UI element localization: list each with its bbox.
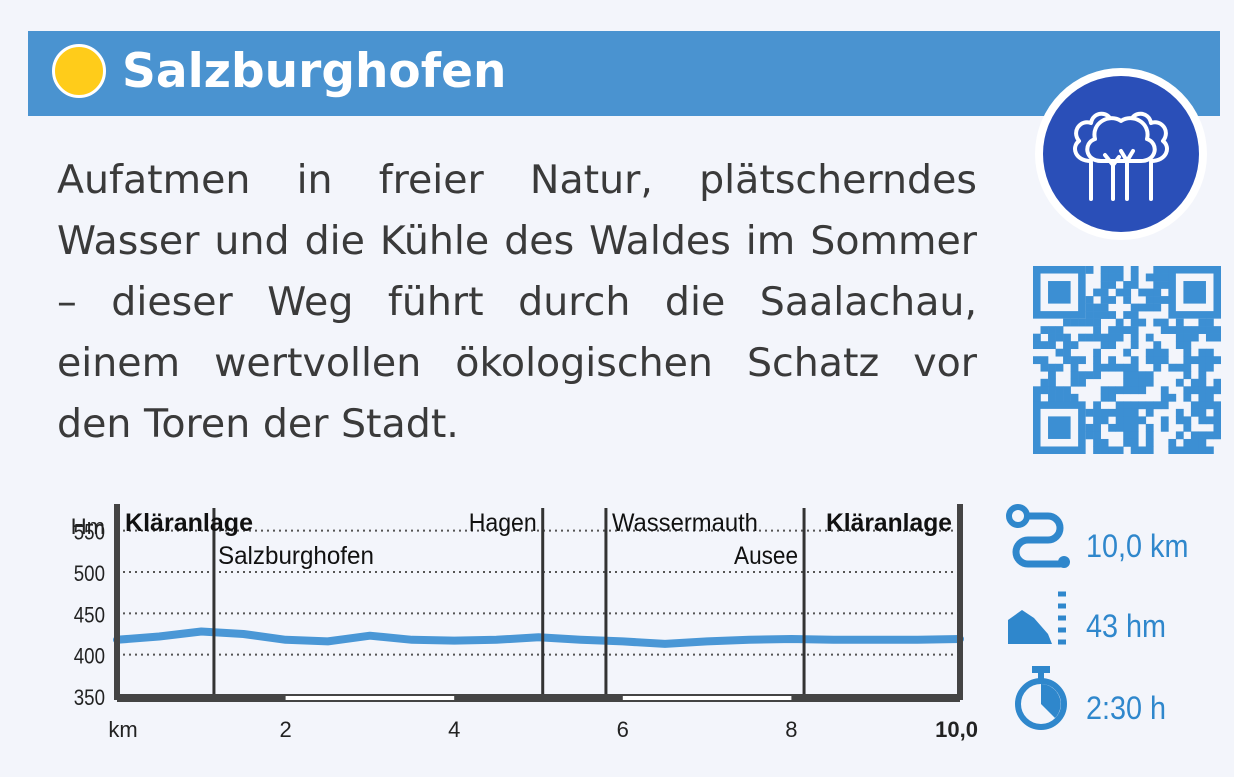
y-axis-label: Hm (71, 514, 105, 539)
start-label: Kläranlage (125, 509, 253, 537)
x-axis-label: km (108, 717, 137, 742)
stopwatch-icon (1015, 666, 1067, 730)
y-tick-label: 500 (74, 563, 105, 587)
elevation-profile-line (113, 627, 964, 648)
duration-value: 2:30 h (1086, 690, 1167, 726)
y-tick-label: 550 (74, 521, 105, 545)
forest-trees-icon (1073, 111, 1169, 201)
end-label: Kläranlage (826, 509, 952, 537)
km-segment (622, 696, 792, 700)
waypoint-label: Hagen (469, 509, 537, 537)
sun-icon (52, 44, 106, 98)
route-description: Aufatmen in freier Natur, plätscherndes … (57, 157, 977, 447)
distance-value: 10,0 km (1086, 528, 1189, 564)
km-segment (285, 696, 455, 700)
waypoint-label: Salzburghofen (218, 542, 374, 570)
forest-badge (1035, 68, 1207, 240)
route-stats: 10,0 km 43 hm 2:30 h (1000, 500, 1234, 750)
x-tick-label: 2 (279, 717, 291, 742)
x-axis (117, 694, 960, 702)
elevation-profile-chart: 550 500 450 400 350 Hm 2 4 6 8 10,0 km Kläranlage Klä… (71, 504, 978, 742)
x-tick-label: 6 (617, 717, 629, 742)
ascent-value: 43 hm (1086, 608, 1167, 644)
route-icon (1006, 504, 1070, 568)
y-tick-label: 350 (74, 687, 105, 711)
page-title: Salzburghofen (122, 44, 507, 99)
title-bar (28, 31, 1220, 116)
elevation-icon (1008, 591, 1066, 645)
y-tick-label: 400 (74, 645, 105, 669)
y-tick-label: 450 (74, 604, 105, 628)
waypoint-label: Wassermauth (612, 509, 758, 537)
x-tick-label: 8 (785, 717, 797, 742)
waypoint-label: Ausee (734, 542, 798, 570)
qr-code-icon[interactable] (1033, 266, 1221, 454)
x-tick-label: 4 (448, 717, 460, 742)
x-tick-label: 10,0 (935, 717, 978, 742)
